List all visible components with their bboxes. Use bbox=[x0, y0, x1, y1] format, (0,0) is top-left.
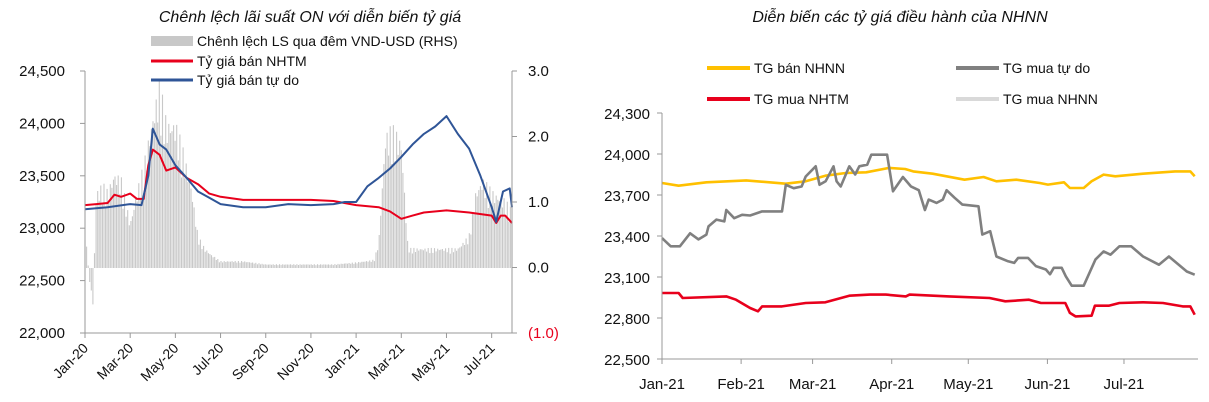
x-tick-label: Apr-21 bbox=[869, 376, 914, 393]
left-axis-labels: 22,000 22,500 23,000 23,500 24,000 24,500 (1.0… bbox=[19, 63, 559, 384]
series-line-ty-gia-ban-nhtm bbox=[84, 148, 513, 224]
y-tick-label: 24,000 bbox=[604, 147, 650, 164]
left-chart: Chênh lệch lãi suất ON với diễn biến tỷ … bbox=[19, 7, 559, 384]
x-tick-label: Jul-20 bbox=[188, 340, 226, 378]
y-tick-label: 23,500 bbox=[19, 168, 65, 185]
y-tick-label: 24,300 bbox=[604, 106, 650, 123]
y-tick-label: 23,400 bbox=[604, 229, 650, 246]
series-line-tg-ban-nhnn bbox=[661, 166, 1196, 190]
x-tick-label: Jun-21 bbox=[1024, 376, 1070, 393]
x-tick-label: Feb-21 bbox=[717, 376, 765, 393]
right-chart: Diễn biến các tỷ giá điều hành của NHNN … bbox=[604, 7, 1198, 393]
legend-label-ban-nhnn: TG bán NHNN bbox=[754, 60, 845, 76]
x-tick-label: Mar-20 bbox=[94, 340, 137, 383]
legend-label-spread: Chênh lệch LS qua đêm VND-USD (RHS) bbox=[197, 33, 458, 49]
x-tick-label: Mar-21 bbox=[365, 340, 408, 383]
series-line-tg-mua-tu-do bbox=[661, 153, 1196, 288]
y-tick-label: 22,500 bbox=[604, 352, 650, 369]
y2-tick-label: 0.0 bbox=[528, 260, 549, 277]
x-tick-label: Jan-20 bbox=[50, 340, 92, 382]
x-tick-label: Jul-21 bbox=[1104, 376, 1145, 393]
y-tick-label: 23,700 bbox=[604, 188, 650, 205]
x-tick-label: Nov-20 bbox=[274, 340, 317, 383]
rhs-spread-bars bbox=[84, 79, 511, 305]
y-tick-label: 24,500 bbox=[19, 63, 65, 80]
x-tick-label: Sep-20 bbox=[229, 340, 272, 383]
series-line-tg-mua-nhtm bbox=[662, 291, 1196, 318]
legend-label-nhtm: Tỷ giá bán NHTM bbox=[197, 53, 307, 69]
x-tick-label: May-20 bbox=[137, 340, 181, 384]
y2-tick-label: 3.0 bbox=[528, 63, 549, 80]
legend-label-mua-nhnn: TG mua NHNN bbox=[1003, 91, 1098, 107]
right-legend: TG bán NHNN TG mua tự do TG mua NHTM TG … bbox=[707, 60, 1098, 107]
right-lines bbox=[661, 153, 1196, 318]
x-tick-label: May-21 bbox=[943, 376, 993, 393]
y-tick-label: 23,000 bbox=[19, 220, 65, 237]
series-line-ty-gia-ban-tu-do bbox=[84, 115, 513, 223]
y-tick-label: 24,000 bbox=[19, 115, 65, 132]
left-chart-title: Chênh lệch lãi suất ON với diễn biến tỷ … bbox=[159, 7, 461, 26]
left-lines bbox=[84, 115, 513, 224]
right-chart-title: Diễn biến các tỷ giá điều hành của NHNN bbox=[752, 7, 1048, 26]
left-legend: Chênh lệch LS qua đêm VND-USD (RHS) Tỷ g… bbox=[151, 33, 458, 88]
y2-tick-label: (1.0) bbox=[528, 325, 559, 342]
legend-swatch-spread bbox=[151, 36, 193, 46]
y2-tick-label: 2.0 bbox=[528, 129, 549, 146]
y-tick-label: 22,000 bbox=[19, 325, 65, 342]
x-tick-label: Jul-21 bbox=[460, 340, 498, 378]
legend-label-free: Tỷ giá bán tự do bbox=[197, 72, 299, 88]
x-tick-label: Jan-21 bbox=[321, 340, 363, 382]
y-tick-label: 22,800 bbox=[604, 311, 650, 328]
y-tick-label: 22,500 bbox=[19, 273, 65, 290]
y-tick-label: 23,100 bbox=[604, 270, 650, 287]
x-tick-label: Mar-21 bbox=[789, 376, 837, 393]
x-tick-label: May-21 bbox=[408, 340, 452, 384]
right-axis-labels: 22,500 22,800 23,100 23,400 23,700 24,000 24,3… bbox=[604, 106, 1144, 393]
x-tick-label: Jan-21 bbox=[639, 376, 685, 393]
y2-tick-label: 1.0 bbox=[528, 194, 549, 211]
legend-label-mua-tu-do: TG mua tự do bbox=[1003, 60, 1090, 76]
legend-label-mua-nhtm: TG mua NHTM bbox=[754, 91, 849, 107]
